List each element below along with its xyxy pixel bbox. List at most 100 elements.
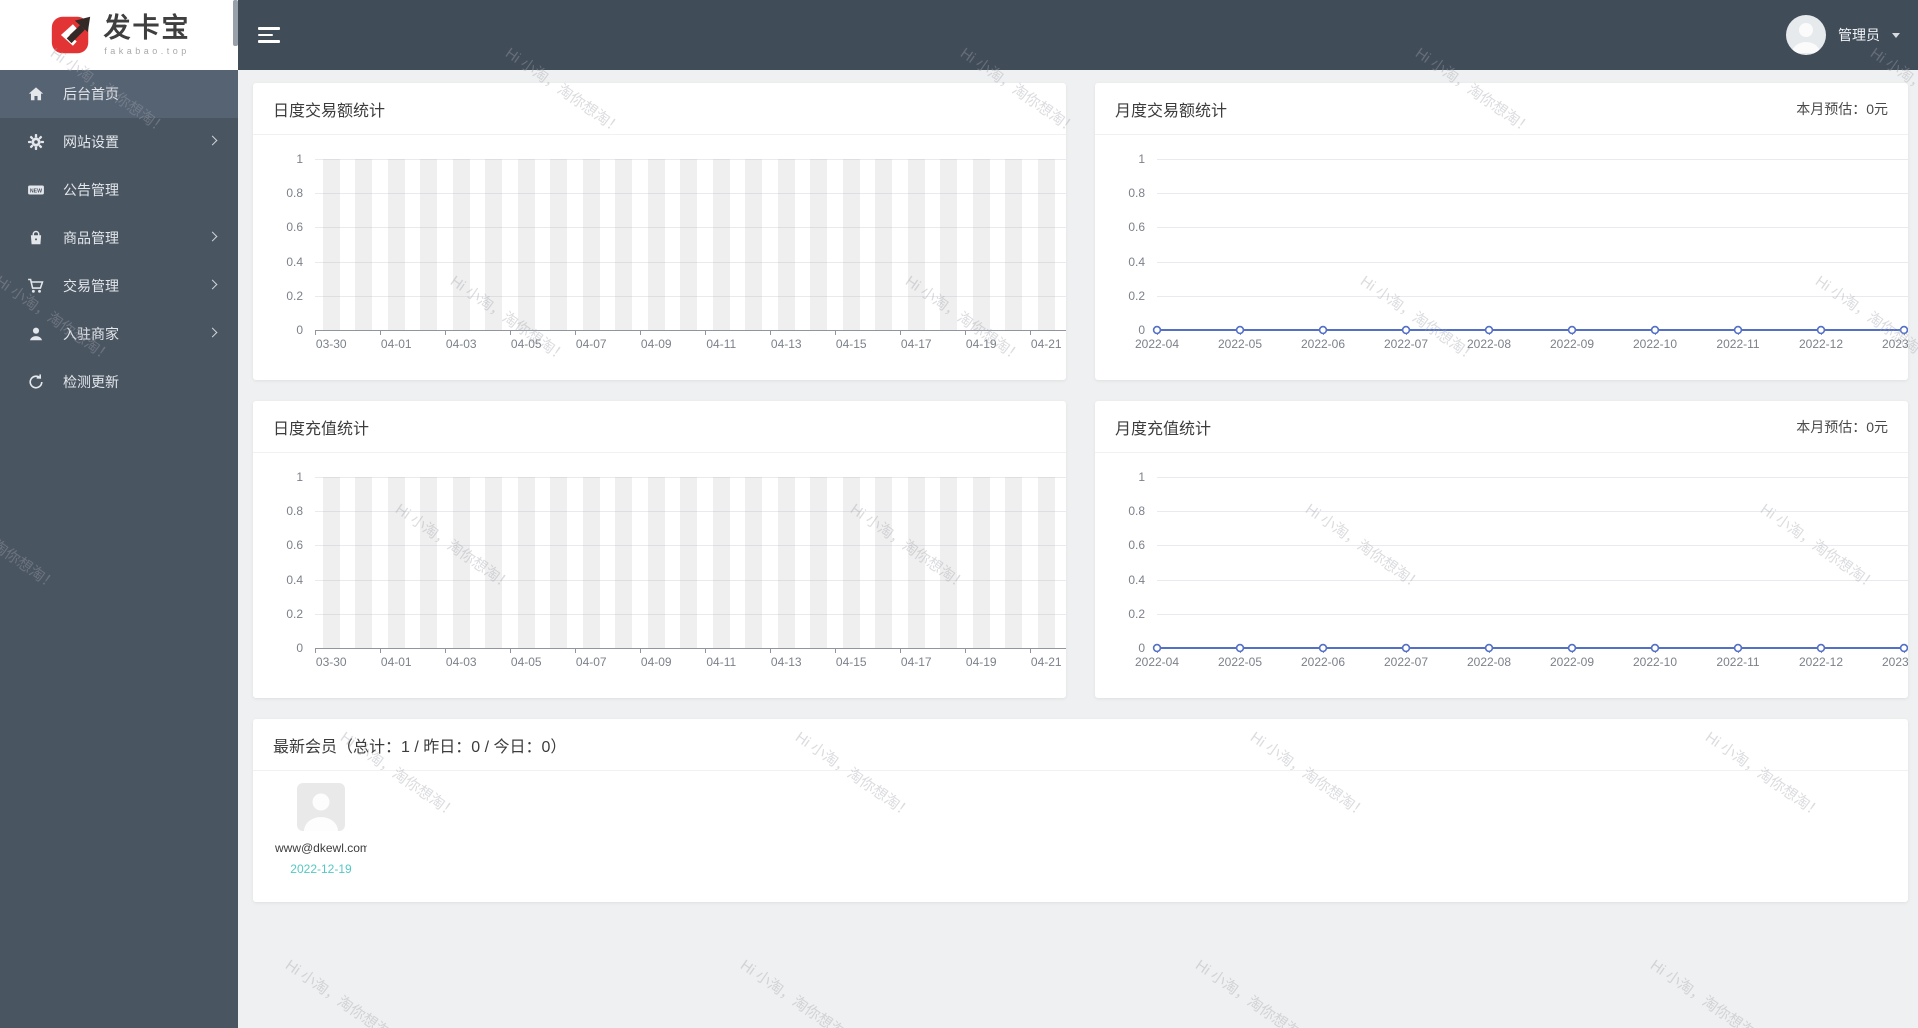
y-gridline [1157, 545, 1908, 547]
chart-plot-area: 0 0.2 0.4 0.6 0.8 1 2022-04 2022-05 2022-06 2022-… [1095, 453, 1908, 697]
sidebar-item-label: 检测更新 [63, 374, 119, 390]
x-axis-tick-label: 04-01 [380, 337, 412, 351]
x-axis-tick [380, 648, 381, 653]
sidebar-item-gear[interactable]: 网站设置 [0, 118, 238, 166]
x-axis-tick-label: 2022-08 [1466, 337, 1512, 351]
sidebar-scrollbar-thumb[interactable] [233, 0, 238, 46]
bar-background-column [1005, 159, 1023, 330]
x-axis-tick [315, 648, 316, 653]
chevron-down-icon [1892, 32, 1900, 38]
y-axis-tick-label: 0.6 [286, 538, 303, 553]
bar-background-column [452, 159, 470, 330]
x-axis-tick [1030, 330, 1031, 335]
sidebar-item-announcement[interactable]: NEW 公告管理 [0, 166, 238, 214]
x-axis-tick [1030, 648, 1031, 653]
bar-background-column [680, 477, 698, 648]
sidebar-item-home[interactable]: 后台首页 [0, 70, 238, 118]
y-axis-tick-label: 0.2 [1128, 288, 1145, 303]
bar-background-column [485, 159, 503, 330]
x-axis-tick-label: 2022-08 [1466, 655, 1512, 669]
member-avatar-icon [297, 783, 345, 831]
y-axis-tick-label: 0.4 [286, 572, 303, 587]
x-axis-tick-label: 2023-01 [1881, 655, 1908, 669]
x-axis-tick-label: 04-09 [640, 655, 672, 669]
y-axis-tick-label: 0.6 [286, 220, 303, 235]
menu-toggle-icon[interactable] [258, 27, 282, 47]
x-axis-tick [965, 330, 966, 335]
x-axis-tick [640, 330, 641, 335]
y-axis-tick-label: 1 [296, 152, 303, 166]
bar-background-column [387, 477, 405, 648]
y-axis-tick-label: 0.2 [1128, 606, 1145, 621]
bar-background-column [810, 159, 828, 330]
sidebar-item-cart[interactable]: 交易管理 [0, 262, 238, 310]
x-axis-tick-label: 04-13 [770, 655, 802, 669]
bar-background-column [550, 477, 568, 648]
x-axis-tick-label: 2022-12 [1798, 337, 1844, 351]
x-axis-tick-label: 2022-09 [1549, 655, 1595, 669]
x-axis-tick-label: 2022-04 [1134, 337, 1180, 351]
sidebar-item-goods-bag[interactable]: 商品管理 [0, 214, 238, 262]
x-axis-tick-label: 04-07 [575, 655, 607, 669]
chart-card: 月度交易额统计 本月预估：0元 0 0.2 0.4 0.6 0.8 1 2022-04 202… [1095, 83, 1908, 380]
bar-background-column [322, 159, 340, 330]
brand-title: 发卡宝 [103, 12, 191, 44]
y-axis-tick-label: 0.8 [1128, 186, 1145, 201]
logo[interactable]: 发卡宝 fakabao.top [0, 0, 238, 70]
bar-background-column [452, 477, 470, 648]
x-axis-tick-label: 2022-07 [1383, 337, 1429, 351]
x-axis-tick-label: 03-30 [315, 337, 347, 351]
x-axis-tick-label: 04-17 [900, 337, 932, 351]
line-series [1152, 325, 1908, 335]
x-axis-tick-label: 2022-05 [1217, 337, 1263, 351]
chevron-right-icon [207, 279, 218, 290]
sidebar-item-label: 后台首页 [63, 86, 119, 102]
bar-background-column [712, 159, 730, 330]
y-gridline [315, 613, 1066, 615]
y-gridline [315, 579, 1066, 581]
member-email: www@dkewl.com [275, 841, 367, 855]
update-icon [26, 372, 46, 392]
y-gridline [315, 477, 1066, 478]
y-gridline [1157, 511, 1908, 513]
y-axis-tick-label: 0.4 [1128, 572, 1145, 587]
y-gridline [315, 159, 1066, 160]
sidebar-item-label: 交易管理 [63, 278, 119, 294]
bar-background-column [647, 477, 665, 648]
y-gridline [315, 511, 1066, 513]
x-axis-tick-label: 2022-10 [1632, 337, 1678, 351]
bar-background-column [940, 159, 958, 330]
sidebar-item-merchant[interactable]: 入驻商家 [0, 310, 238, 358]
user-menu[interactable]: 管理员 [1786, 0, 1900, 70]
goods-bag-icon [26, 228, 46, 248]
chart-plot-area: 0 0.2 0.4 0.6 0.8 1 03-30 04-01 04-03 04-05 04-07 0… [253, 135, 1066, 379]
x-axis-tick [705, 330, 706, 335]
x-axis-tick-label: 04-03 [445, 337, 477, 351]
top-navbar: 管理员 [238, 0, 1918, 70]
y-axis-tick-label: 1 [1138, 470, 1145, 484]
sidebar-item-update[interactable]: 检测更新 [0, 358, 238, 406]
member-item[interactable]: www@dkewl.com 2022-12-19 [271, 783, 371, 876]
member-join-date: 2022-12-19 [290, 862, 352, 876]
bar-background-column [322, 477, 340, 648]
x-axis-tick-label: 2022-07 [1383, 655, 1429, 669]
y-axis-tick-label: 0 [296, 641, 303, 655]
bar-background-column [972, 477, 990, 648]
bar-background-column [615, 477, 633, 648]
x-axis-tick [705, 648, 706, 653]
y-gridline [315, 295, 1066, 297]
sidebar-item-label: 入驻商家 [63, 326, 119, 342]
x-axis-tick [770, 330, 771, 335]
x-axis-tick-label: 04-05 [510, 655, 542, 669]
bar-background-column [517, 159, 535, 330]
y-gridline [315, 193, 1066, 195]
y-axis-tick-label: 0.8 [286, 186, 303, 201]
sidebar: 发卡宝 fakabao.top 后台首页 网站设置 NEW 公告管理 商品管理 … [0, 0, 238, 1028]
merchant-icon [26, 324, 46, 344]
bar-background-column [907, 159, 925, 330]
y-gridline [1157, 613, 1908, 615]
y-axis-tick-label: 0.8 [1128, 504, 1145, 519]
y-axis-tick-label: 1 [296, 470, 303, 484]
bar-background-column [420, 477, 438, 648]
x-axis-tick [900, 330, 901, 335]
